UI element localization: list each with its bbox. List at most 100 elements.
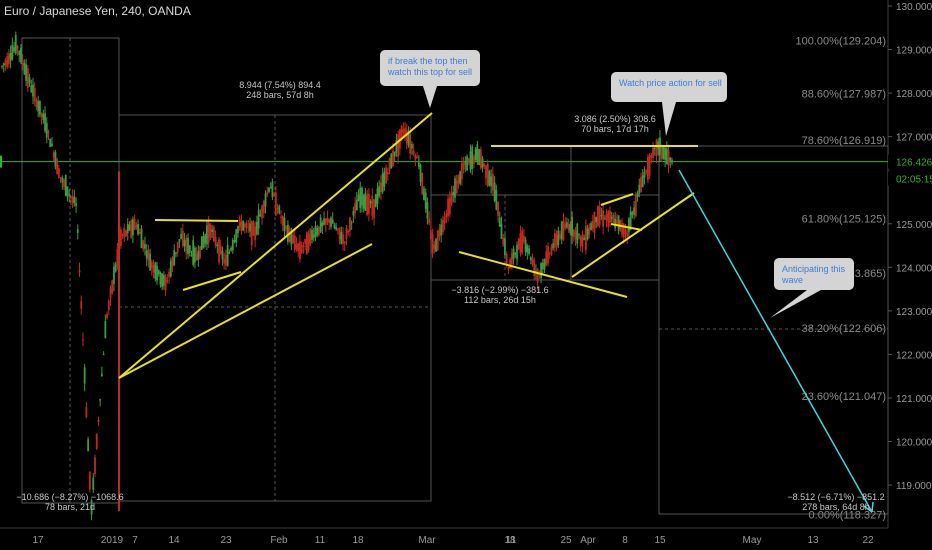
- candle-body: [316, 227, 319, 236]
- candle-body: [367, 193, 370, 215]
- price-tick-label: 119.000: [896, 481, 932, 492]
- candle-body: [261, 205, 263, 219]
- candle-body: [280, 216, 282, 218]
- candle-body: [491, 174, 494, 191]
- candle-body: [304, 239, 307, 244]
- candle-body: [438, 227, 441, 237]
- candle-body: [381, 173, 384, 193]
- candle-body: [87, 439, 90, 452]
- candle-body: [645, 169, 648, 172]
- candle-body: [490, 176, 493, 187]
- candle-body: [16, 46, 19, 50]
- candle-body: [323, 218, 325, 225]
- candle-body: [612, 214, 615, 224]
- candle-body: [424, 192, 427, 209]
- candle-body: [359, 187, 362, 208]
- candle-body: [247, 226, 250, 228]
- candle-body: [361, 188, 363, 206]
- candle-body: [6, 56, 9, 68]
- candle-body: [564, 223, 567, 229]
- candle-body: [426, 202, 429, 219]
- candle-body: [2, 63, 5, 66]
- candle-body: [371, 195, 374, 216]
- candle-body: [259, 214, 262, 217]
- time-tick-label: 17: [32, 535, 44, 546]
- candle-body: [25, 64, 28, 82]
- callout-text: Anticipating this: [782, 264, 846, 274]
- time-tick-label: 18: [504, 535, 516, 546]
- measurement-text: 112 bars, 26d 15h: [464, 295, 536, 305]
- candle-body: [397, 134, 400, 157]
- candle-body: [553, 232, 556, 248]
- candle-body: [566, 222, 568, 228]
- candle-body: [18, 50, 21, 55]
- candle-body: [374, 194, 377, 208]
- candle-body: [38, 100, 41, 115]
- candle-body: [602, 210, 605, 227]
- candle-body: [114, 264, 117, 272]
- candle-body: [380, 182, 382, 193]
- candle-body: [331, 219, 334, 224]
- measurement-text: −3.816 (−2.99%) −381.6: [451, 285, 548, 295]
- time-tick-label: 14: [168, 535, 180, 546]
- candle-body: [603, 218, 606, 220]
- candle-body: [607, 210, 610, 227]
- candle-body: [609, 210, 611, 223]
- candle-body: [486, 163, 489, 186]
- candle-body: [485, 165, 487, 179]
- candle-body: [161, 273, 164, 288]
- candle-body: [85, 406, 88, 417]
- candle-body: [669, 157, 672, 161]
- candle-body: [100, 373, 103, 377]
- candle-body: [405, 129, 408, 144]
- candle-body: [171, 257, 174, 267]
- candle-body: [517, 238, 520, 250]
- candle-body: [42, 114, 45, 121]
- candle-body: [502, 237, 505, 245]
- candle-body: [131, 219, 134, 236]
- time-tick-label: 18: [352, 535, 364, 546]
- callout-bubble: [380, 50, 480, 86]
- candle-body: [407, 132, 410, 146]
- candle-body: [667, 150, 670, 166]
- candle-body: [572, 229, 575, 237]
- candle-body: [109, 288, 112, 299]
- candle-body: [354, 203, 356, 213]
- price-tick-label: 120.000: [896, 438, 932, 449]
- candle-body: [369, 201, 372, 204]
- candle-body: [474, 148, 477, 161]
- candle-body: [274, 192, 277, 216]
- candle-body: [588, 226, 591, 235]
- candle-body: [266, 192, 269, 195]
- candle-body: [276, 208, 279, 210]
- candle-body: [144, 244, 146, 249]
- candle-body: [636, 193, 639, 197]
- candle-body: [586, 228, 589, 240]
- time-tick-label: Mar: [418, 535, 436, 546]
- candle-body: [519, 232, 522, 254]
- price-tick-label: 124.000: [896, 263, 932, 274]
- candle-body: [293, 235, 296, 250]
- candle-body: [560, 221, 563, 240]
- candle-body: [552, 243, 555, 249]
- candle-body: [328, 219, 331, 224]
- candle-body: [156, 265, 158, 281]
- candle-body: [26, 68, 29, 89]
- candle-body: [145, 250, 148, 259]
- price-tick-label: 129.000: [896, 46, 932, 57]
- candle-body: [226, 244, 229, 266]
- candle-body: [21, 60, 24, 66]
- candle-body: [204, 234, 207, 244]
- candle-body: [571, 216, 574, 237]
- candle-body: [312, 234, 315, 238]
- candle-body: [95, 433, 98, 449]
- trendline-5: [458, 251, 628, 298]
- candle-body: [529, 257, 532, 261]
- candle-body: [417, 161, 420, 168]
- candle-body: [626, 232, 629, 237]
- price-tick-label: 125.000: [896, 220, 932, 231]
- candle-body: [335, 226, 338, 230]
- candle-body: [631, 212, 634, 215]
- callout-text: wave: [781, 275, 803, 285]
